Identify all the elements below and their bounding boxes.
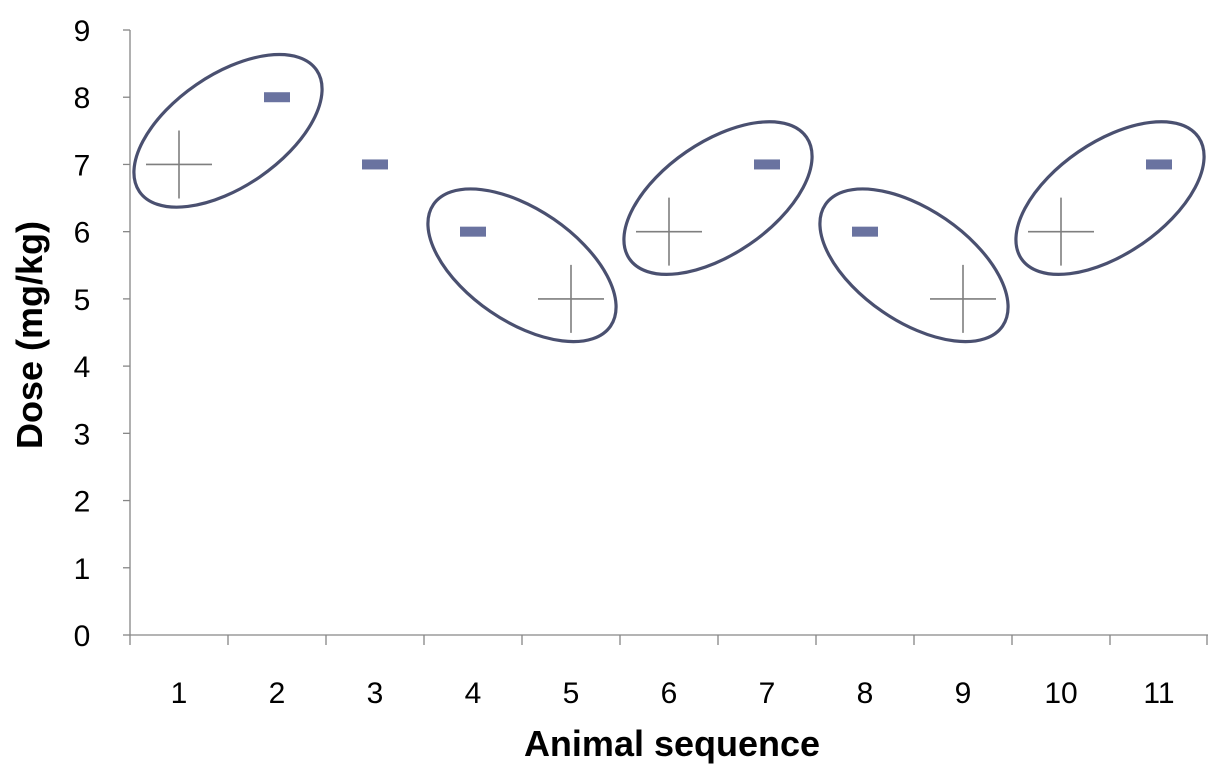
x-tick-label: 4 (465, 677, 482, 710)
highlight-ellipses (132, 52, 1206, 344)
plus-marker (1028, 197, 1094, 266)
dash-marker (460, 226, 486, 237)
plus-marker (538, 264, 604, 333)
y-tick-label: 0 (74, 620, 91, 653)
x-tick-label: 3 (367, 677, 384, 710)
y-tick-label: 1 (74, 553, 91, 586)
axes (123, 29, 1208, 645)
dash-marker (754, 159, 780, 170)
dash-marker (362, 159, 388, 170)
x-axis-title: Animal sequence (524, 723, 820, 764)
y-tick-label: 4 (74, 351, 91, 384)
y-tick-label: 7 (74, 149, 91, 182)
x-tick-label: 1 (171, 677, 188, 710)
plus-marker (146, 130, 212, 199)
plus-marker (636, 197, 702, 266)
highlight-ellipse (132, 52, 324, 209)
x-tick-label: 2 (269, 677, 286, 710)
highlight-ellipse (1014, 120, 1206, 276)
data-markers (146, 92, 1172, 333)
y-tick-label: 5 (74, 284, 91, 317)
x-tick-label: 11 (1143, 677, 1174, 710)
dash-marker (264, 92, 290, 103)
dash-marker (852, 226, 878, 237)
x-tick-label: 5 (563, 677, 580, 710)
tick-labels: 0 1 2 3 4 5 6 7 8 9 1 2 3 4 5 6 7 8 9 10 11 (74, 15, 1175, 710)
dash-marker (1146, 159, 1172, 170)
x-tick-label: 9 (955, 677, 972, 710)
x-tick-label: 7 (759, 677, 776, 710)
x-tick-label: 10 (1044, 677, 1077, 710)
highlight-ellipse (818, 187, 1010, 344)
highlight-ellipse (426, 187, 618, 344)
highlight-ellipse (622, 120, 814, 276)
y-tick-label: 8 (74, 82, 91, 115)
y-axis-title: Dose (mg/kg) (9, 221, 50, 449)
x-tick-label: 8 (857, 677, 874, 710)
y-tick-label: 3 (74, 418, 91, 451)
plus-marker (930, 264, 996, 333)
y-tick-label: 2 (74, 486, 91, 519)
y-tick-label: 9 (74, 15, 91, 48)
y-tick-label: 6 (74, 217, 91, 250)
x-tick-label: 6 (661, 677, 678, 710)
